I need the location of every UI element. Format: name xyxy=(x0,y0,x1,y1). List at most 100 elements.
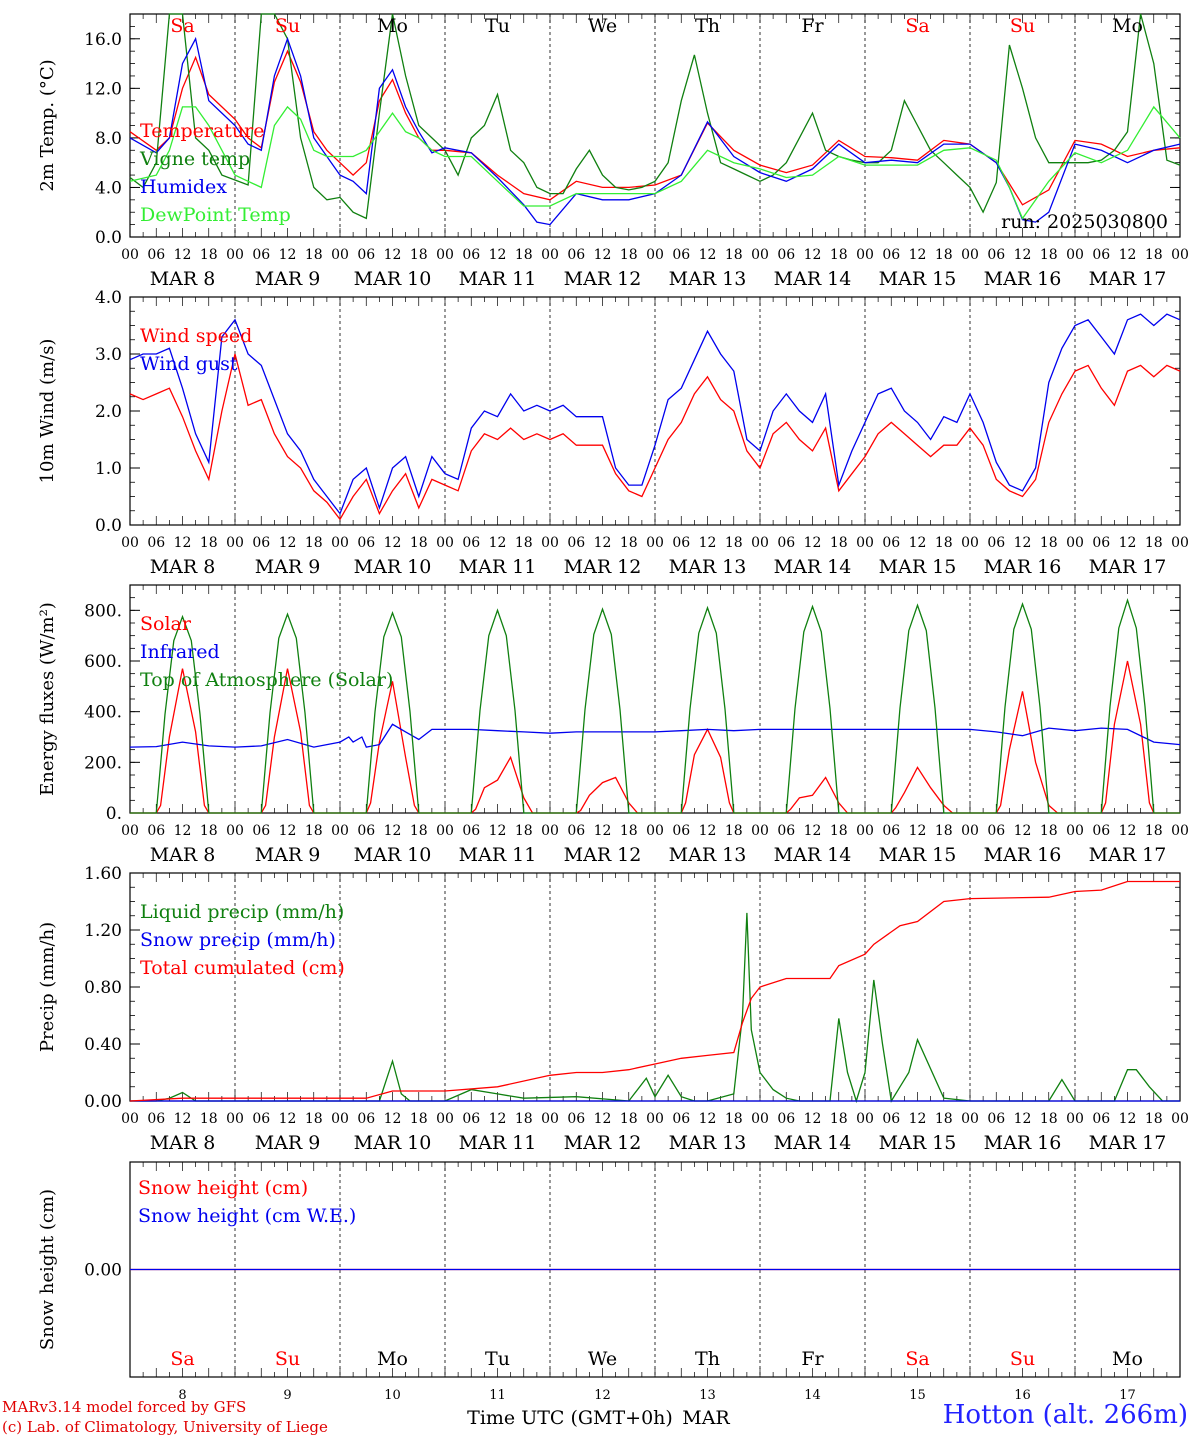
hour-label: 12 xyxy=(489,535,507,551)
hour-label: 00 xyxy=(1171,1111,1189,1127)
legend-entry: Solar xyxy=(140,613,192,635)
hour-label: 12 xyxy=(699,1111,717,1127)
series-line xyxy=(129,313,1181,515)
hour-label: 06 xyxy=(567,1111,585,1127)
hour-label: 18 xyxy=(515,823,533,839)
hour-label: 00 xyxy=(751,247,769,263)
date-label: MAR 11 xyxy=(459,1132,537,1154)
hour-label: 00 xyxy=(226,247,244,263)
y-tick-label: 0.00 xyxy=(84,1092,122,1112)
y-axis-label: 2m Temp. (°C) xyxy=(37,59,58,191)
panel-1: 0.0 4.0 8.0 12.0 16.0 2m Temp. (°C) Temperatur… xyxy=(37,13,1189,290)
day-number: 14 xyxy=(804,1388,821,1403)
weekday-label: Su xyxy=(1010,1348,1035,1370)
date-label: MAR 9 xyxy=(255,556,321,578)
hour-label: 00 xyxy=(541,1111,559,1127)
date-label: MAR 15 xyxy=(879,1132,957,1154)
panel-4: 0.00 0.40 0.80 1.20 1.60 Precip (mm/h) Liquid … xyxy=(37,864,1189,1154)
hour-label: 06 xyxy=(882,535,900,551)
hour-label: 00 xyxy=(436,535,454,551)
date-label: MAR 17 xyxy=(1089,268,1167,290)
hour-label: 06 xyxy=(357,1111,375,1127)
date-label: MAR 8 xyxy=(150,268,216,290)
date-label: MAR 11 xyxy=(459,844,537,866)
hour-label: 12 xyxy=(909,1111,927,1127)
day-number: 13 xyxy=(699,1388,716,1403)
y-tick-label: 4.0 xyxy=(95,178,122,198)
hour-label: 06 xyxy=(777,535,795,551)
day-number: 11 xyxy=(489,1388,506,1403)
legend-entry: Top of Atmosphere (Solar) xyxy=(140,669,393,691)
date-label: MAR 12 xyxy=(564,1132,642,1154)
hour-label: 12 xyxy=(1014,1111,1032,1127)
weekday-label: We xyxy=(588,1348,617,1370)
hour-label: 12 xyxy=(489,823,507,839)
hour-label: 06 xyxy=(672,535,690,551)
date-label: MAR 10 xyxy=(354,1132,432,1154)
hour-label: 00 xyxy=(226,823,244,839)
hour-label: 18 xyxy=(1145,247,1163,263)
hour-label: 06 xyxy=(987,1111,1005,1127)
hour-label: 06 xyxy=(147,247,165,263)
hour-label: 00 xyxy=(646,823,664,839)
date-label: MAR 9 xyxy=(255,1132,321,1154)
day-number: 8 xyxy=(178,1388,186,1403)
hour-label: 00 xyxy=(646,535,664,551)
date-label: MAR 9 xyxy=(255,844,321,866)
weekday-label: Fr xyxy=(801,1348,824,1370)
date-label: MAR 13 xyxy=(669,844,747,866)
hour-label: 00 xyxy=(856,823,874,839)
hour-label: 12 xyxy=(699,535,717,551)
hour-label: 18 xyxy=(410,247,428,263)
date-label: MAR 11 xyxy=(459,268,537,290)
date-label: MAR 12 xyxy=(564,268,642,290)
legend-entry: Temperature xyxy=(140,120,264,142)
hour-label: 12 xyxy=(594,1111,612,1127)
hour-label: 00 xyxy=(331,823,349,839)
hour-label: 12 xyxy=(1119,823,1137,839)
date-label: MAR 12 xyxy=(564,844,642,866)
day-number: 12 xyxy=(594,1388,611,1403)
hour-label: 18 xyxy=(620,1111,638,1127)
date-label: MAR 10 xyxy=(354,844,432,866)
date-label: MAR 15 xyxy=(879,844,957,866)
hour-label: 18 xyxy=(410,535,428,551)
hour-label: 18 xyxy=(935,1111,953,1127)
date-label: MAR 10 xyxy=(354,556,432,578)
day-number: 17 xyxy=(1119,1388,1136,1403)
y-tick-label: 0.40 xyxy=(84,1035,122,1055)
weekday-label: Sa xyxy=(905,1348,929,1370)
hour-label: 00 xyxy=(961,823,979,839)
hour-label: 06 xyxy=(1092,535,1110,551)
hour-label: 06 xyxy=(882,247,900,263)
y-tick-label: 600. xyxy=(84,652,122,672)
hour-label: 18 xyxy=(305,1111,323,1127)
hour-label: 12 xyxy=(384,1111,402,1127)
hour-label: 00 xyxy=(436,247,454,263)
hour-label: 00 xyxy=(436,823,454,839)
copyright-credit: (c) Lab. of Climatology, University of L… xyxy=(2,1418,328,1436)
hour-label: 12 xyxy=(174,1111,192,1127)
hour-label: 18 xyxy=(200,247,218,263)
hour-label: 06 xyxy=(147,1111,165,1127)
hour-label: 18 xyxy=(620,247,638,263)
hour-label: 06 xyxy=(357,823,375,839)
hour-label: 12 xyxy=(909,823,927,839)
hour-label: 18 xyxy=(1040,247,1058,263)
day-number: 16 xyxy=(1014,1388,1031,1403)
hour-label: 18 xyxy=(830,1111,848,1127)
hour-label: 06 xyxy=(462,823,480,839)
month-label: MAR xyxy=(682,1407,730,1429)
hour-label: 12 xyxy=(909,247,927,263)
legend-entry: Snow height (cm) xyxy=(138,1177,308,1199)
hour-label: 00 xyxy=(1066,247,1084,263)
weekday-label: Mo xyxy=(377,15,408,37)
hour-label: 06 xyxy=(1092,823,1110,839)
hour-label: 12 xyxy=(279,1111,297,1127)
hour-label: 06 xyxy=(252,1111,270,1127)
hour-label: 18 xyxy=(410,1111,428,1127)
hour-label: 00 xyxy=(331,247,349,263)
y-tick-label: 0.80 xyxy=(84,978,122,998)
weekday-label: Fr xyxy=(801,15,824,37)
